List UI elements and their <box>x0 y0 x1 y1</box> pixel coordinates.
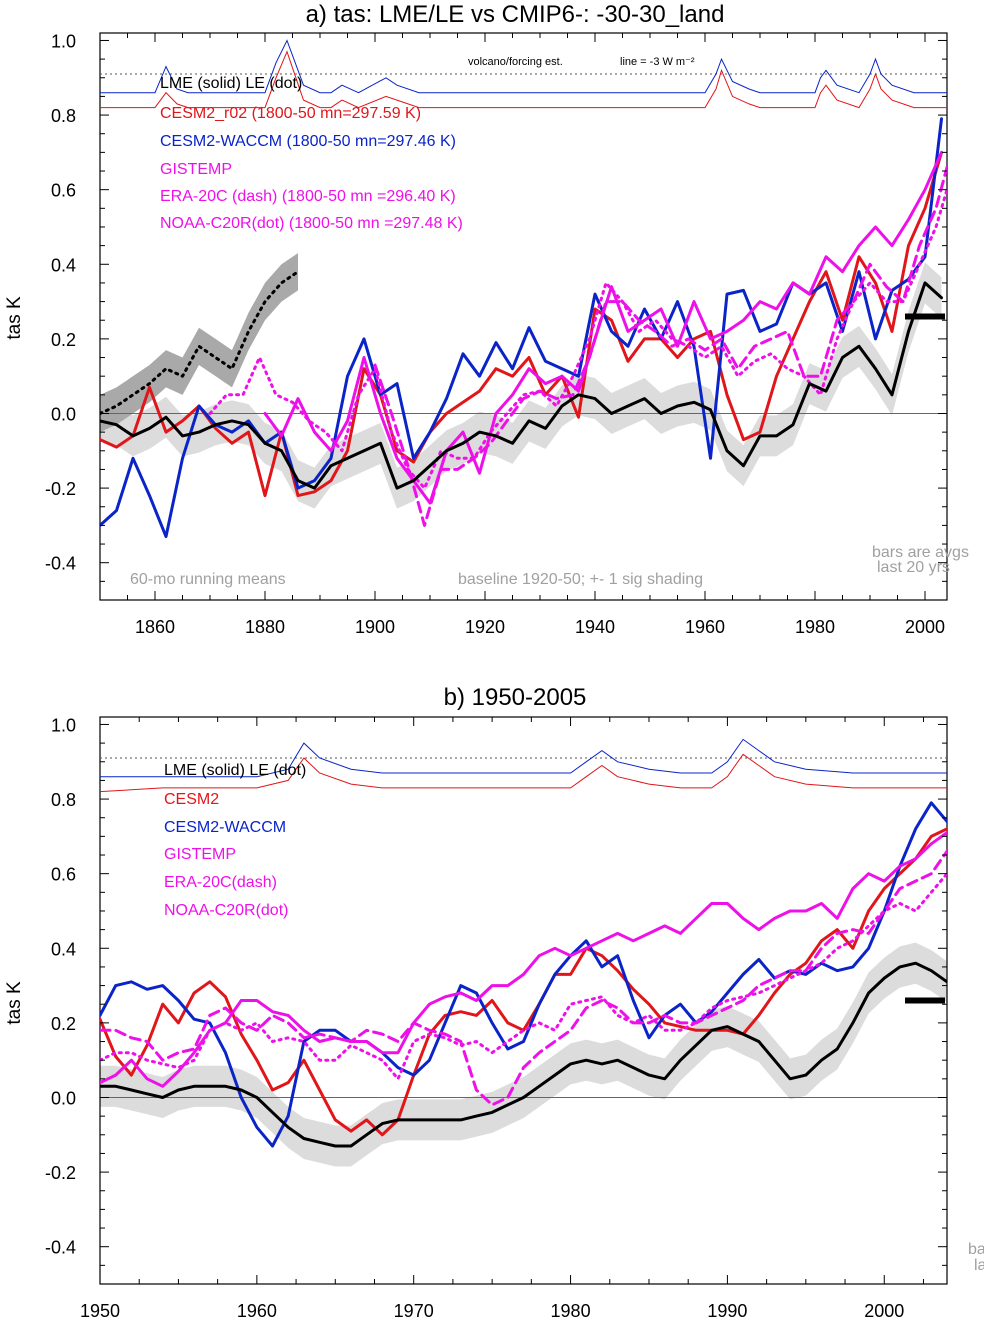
baseline-note: baseline 1920-50; +- 1 sig shading <box>458 571 703 588</box>
series-le <box>100 270 300 415</box>
y-tick-label: -0.2 <box>45 1163 76 1183</box>
series-cesm2-waccm <box>100 117 943 539</box>
legend-lme-le: LME (solid) LE (dot) <box>160 75 302 92</box>
y-tick-label: 0.8 <box>51 106 76 126</box>
x-tick-label: 1900 <box>355 617 395 637</box>
x-tick-label: 1980 <box>795 617 835 637</box>
series-noaa-c20r <box>208 188 947 490</box>
forcing-red-line <box>100 50 947 109</box>
bars-note-b-2: la <box>974 1257 984 1274</box>
panel-a-title: a) tas: LME/LE vs CMIP6-: -30-30_land <box>306 1 725 28</box>
legend-waccm: CESM2-WACCM (1800-50 mn=297.46 K) <box>160 133 456 150</box>
x-tick-label: 1980 <box>551 1301 591 1321</box>
running-mean-note: 60-mo running means <box>130 571 286 588</box>
y-tick-label: 0.4 <box>51 255 76 275</box>
panel-b-ylabel: tas K <box>4 981 25 1025</box>
series-cesm2-r02 <box>100 150 943 498</box>
legend-b-lme-le: LME (solid) LE (dot) <box>164 762 306 779</box>
plot-frame <box>99 716 948 1285</box>
panel-b-ticks: 1950 1960 1970 1980 1990 2000 1.0 0.8 0.6 0.4 0.2 0… <box>45 715 947 1321</box>
panel-a-forcing <box>100 39 947 109</box>
x-tick-label: 1950 <box>80 1301 120 1321</box>
x-tick-label: 1920 <box>465 617 505 637</box>
y-tick-label: 0.4 <box>51 939 76 959</box>
panel-a-ylabel: tas K <box>4 296 25 340</box>
forcing-blue-line <box>100 738 947 778</box>
forcing-blue-line <box>100 39 947 94</box>
forcing-red-line <box>100 753 947 793</box>
x-tick-label: 1940 <box>575 617 615 637</box>
panel-a-ticks: 1860 1880 1900 1920 1940 1960 1980 2000 1.0 0.8 0.… <box>45 31 947 637</box>
x-tick-label: 1860 <box>135 617 175 637</box>
y-tick-label: 0.2 <box>51 330 76 350</box>
bars-note-b-1: ba <box>968 1241 984 1258</box>
legend-b-waccm: CESM2-WACCM <box>164 819 286 836</box>
panel-b: b) 1950-2005 tas K 1950 1960 1970 1980 1990 2… <box>4 684 984 1321</box>
legend-b-gistemp: GISTEMP <box>164 846 236 863</box>
forcing-line-note: line = -3 W m⁻² <box>620 56 695 68</box>
y-tick-label: 0.2 <box>51 1014 76 1034</box>
y-tick-label: 0.6 <box>51 181 76 201</box>
legend-b-noaa: NOAA-C20R(dot) <box>164 902 288 919</box>
series-noaa-c20r <box>100 872 947 1081</box>
x-tick-label: 2000 <box>864 1301 904 1321</box>
y-tick-label: 1.0 <box>51 715 76 735</box>
panel-a-axes <box>99 32 948 601</box>
plot-frame <box>99 32 948 601</box>
panel-a-series <box>100 117 947 539</box>
y-tick-label: 0.6 <box>51 865 76 885</box>
panel-b-shading <box>100 942 947 1167</box>
series-cesm2-waccm <box>100 801 947 1148</box>
legend-era: ERA-20C (dash) (1800-50 mn =296.40 K) <box>160 188 456 205</box>
series-lme <box>100 281 943 490</box>
y-tick-label: 0.0 <box>51 1088 76 1108</box>
bars-note-2: last 20 yrs <box>877 559 950 576</box>
legend-cesm2: CESM2_r02 (1800-50 mn=297.59 K) <box>160 105 421 122</box>
panel-a: a) tas: LME/LE vs CMIP6-: -30-30_land ta… <box>4 1 969 637</box>
forcing-note: volcano/forcing est. <box>468 56 563 68</box>
panel-b-series <box>100 801 947 1148</box>
x-tick-label: 1990 <box>707 1301 747 1321</box>
x-tick-label: 1880 <box>245 617 285 637</box>
series-lme <box>100 961 947 1148</box>
legend-b-era: ERA-20C(dash) <box>164 874 277 891</box>
sigma-shading <box>100 262 942 509</box>
x-tick-label: 1970 <box>394 1301 434 1321</box>
y-tick-label: -0.4 <box>45 554 76 574</box>
x-tick-label: 1960 <box>685 617 725 637</box>
y-tick-label: -0.4 <box>45 1238 76 1258</box>
bars-note-1: bars are avgs <box>872 544 969 561</box>
y-tick-label: 0.8 <box>51 790 76 810</box>
panel-b-forcing <box>100 738 947 793</box>
series-gistemp <box>100 831 947 1088</box>
series-era-20c <box>373 165 947 527</box>
x-tick-label: 2000 <box>905 617 945 637</box>
legend-b-cesm2: CESM2 <box>164 791 219 808</box>
x-tick-label: 1960 <box>237 1301 277 1321</box>
y-tick-label: -0.2 <box>45 479 76 499</box>
sigma-shading <box>100 942 947 1167</box>
y-tick-label: 1.0 <box>51 31 76 51</box>
panel-b-title: b) 1950-2005 <box>444 684 587 711</box>
y-tick-label: 0.0 <box>51 404 76 424</box>
legend-noaa: NOAA-C20R(dot) (1800-50 mn =297.48 K) <box>160 215 463 232</box>
legend-gistemp: GISTEMP <box>160 161 232 178</box>
